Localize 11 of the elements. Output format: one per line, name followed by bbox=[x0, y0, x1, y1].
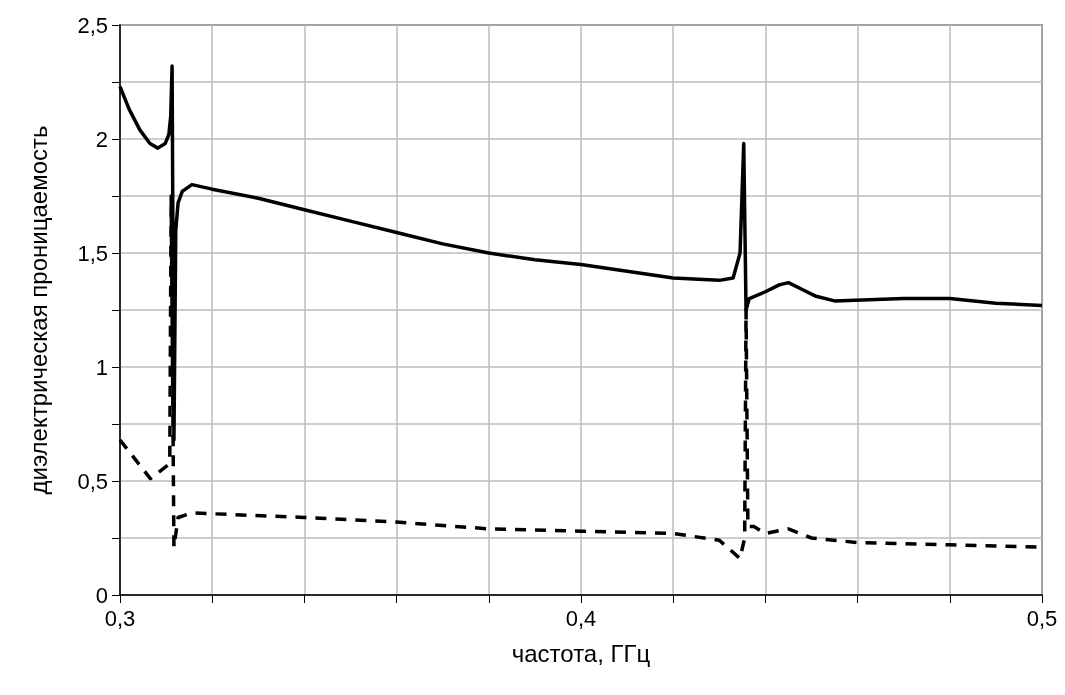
y-tick-label: 0,5 bbox=[77, 468, 108, 494]
x-tick-label: 0,4 bbox=[565, 605, 597, 631]
y-axis-title: диэлектрическая проницаемость bbox=[24, 125, 52, 495]
y-tick-label: 2 bbox=[95, 126, 108, 152]
y-tick-label: 0 bbox=[95, 582, 108, 608]
x-tick-label: 0,3 bbox=[104, 605, 136, 631]
y-tick-label: 1 bbox=[95, 354, 108, 380]
x-tick-label: 0,5 bbox=[1026, 605, 1058, 631]
x-axis-title: частота, ГГц bbox=[511, 639, 651, 667]
y-tick-label: 2,5 bbox=[77, 12, 108, 38]
y-tick-label: 1,5 bbox=[77, 240, 108, 266]
